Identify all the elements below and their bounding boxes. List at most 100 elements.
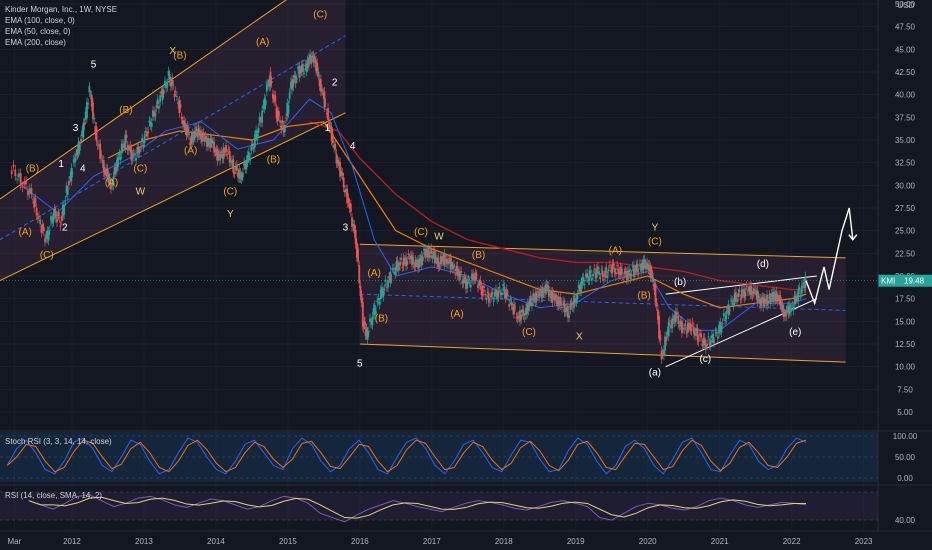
indicators: 100.00 50.00 0.00 40.00	[0, 0, 932, 532]
candle-body	[682, 327, 684, 329]
candle-body	[731, 300, 734, 303]
rsi-label[interactable]: RSI (14, close, SMA, 14, 2)	[5, 491, 102, 500]
ema200-line	[309, 121, 807, 291]
candle-body	[108, 176, 111, 185]
candle-body	[774, 294, 777, 301]
candle-body	[497, 291, 500, 298]
channel-fill	[359, 244, 846, 363]
candle-body	[595, 268, 598, 278]
candle-body	[679, 320, 682, 326]
wave-label: (B)	[267, 155, 280, 166]
candle-body	[532, 293, 535, 302]
legend-ema200[interactable]: EMA (200, close)	[5, 38, 66, 47]
legend-ema50[interactable]: EMA (50, close, 0)	[5, 27, 71, 36]
candle-body	[275, 107, 278, 119]
candle-body	[423, 248, 425, 251]
candle-body	[498, 286, 501, 288]
candle-body	[630, 274, 633, 277]
candle-body	[461, 280, 464, 284]
time-tick: 2019	[567, 537, 585, 546]
wave-label: (B)	[119, 105, 132, 116]
candle-body	[754, 289, 756, 292]
candle-body	[712, 333, 714, 343]
candle-body	[737, 293, 740, 298]
price-axis: USD50.0047.5045.0042.5040.0037.5035.0032…	[0, 0, 932, 417]
candle-body	[698, 333, 701, 336]
candle-body	[591, 278, 593, 281]
candle-body	[52, 213, 55, 222]
rsi-tick: 40.00	[895, 516, 916, 525]
candle-body	[298, 65, 301, 78]
wave-label: 4	[80, 164, 86, 175]
candle-body	[537, 291, 539, 293]
wave-label: (B)	[26, 164, 39, 175]
candle-body	[225, 145, 227, 153]
candle-body	[692, 327, 695, 334]
price-tick: 50.00	[895, 0, 916, 9]
candle-body	[353, 224, 356, 234]
candle-body	[309, 54, 311, 60]
candle-body	[695, 328, 698, 332]
candle-body	[345, 189, 347, 193]
candle-body	[42, 227, 45, 232]
candle-body	[785, 309, 788, 317]
candle-body	[328, 122, 331, 129]
candle-body	[453, 264, 455, 268]
candle-body	[202, 132, 205, 137]
candle-body	[281, 120, 284, 123]
candle-body	[393, 268, 395, 271]
candle-body	[432, 252, 435, 255]
candle-body	[684, 324, 687, 327]
wave-label: 3	[73, 123, 79, 134]
channel-midline	[0, 35, 346, 241]
stoch-label[interactable]: Stoch RSI (3, 3, 14, 14, close)	[5, 437, 112, 446]
candle-body	[599, 277, 602, 279]
candle-body	[267, 83, 269, 85]
candle-body	[369, 318, 371, 322]
wave-label: Y	[227, 209, 234, 220]
candle-body	[455, 266, 458, 272]
candle-body	[435, 256, 437, 260]
candle-body	[334, 143, 337, 150]
candle-body	[732, 302, 735, 307]
price-tick: 35.00	[895, 136, 916, 145]
projection-arrow	[848, 234, 858, 241]
candle-body	[588, 270, 591, 281]
candle-body	[130, 148, 133, 161]
candle-body	[106, 168, 109, 178]
candle-body	[511, 307, 514, 310]
candle-body	[111, 184, 114, 186]
candle-body	[659, 334, 662, 341]
candle-body	[564, 308, 567, 313]
candle-body	[513, 304, 515, 315]
candle-body	[792, 307, 795, 311]
candle-body	[561, 306, 563, 308]
candle-body	[642, 260, 645, 270]
candle-body	[402, 257, 405, 267]
rsi-ma-line	[28, 496, 807, 519]
candle-body	[477, 284, 479, 288]
candle-body	[456, 266, 459, 276]
candle-body	[143, 135, 146, 144]
candle-body	[180, 117, 183, 120]
legend-ema100[interactable]: EMA (100, close, 0)	[5, 16, 75, 25]
stoch-tick: 0.00	[897, 474, 913, 483]
candle-body	[273, 94, 275, 102]
candle-body	[117, 156, 120, 167]
candle-body	[253, 134, 256, 148]
candle-body	[565, 307, 568, 312]
candle-body	[657, 309, 659, 320]
candle-body	[585, 273, 587, 278]
candle-body	[119, 157, 122, 161]
candle-body	[654, 283, 657, 303]
candle-body	[625, 272, 628, 280]
candle-body	[32, 198, 34, 200]
candle-body	[382, 290, 385, 298]
wave-label: 1	[325, 123, 331, 134]
candle-body	[346, 189, 349, 204]
candle-body	[778, 294, 780, 300]
candle-body	[618, 271, 621, 275]
candle-body	[178, 100, 181, 114]
candle-body	[342, 177, 345, 188]
